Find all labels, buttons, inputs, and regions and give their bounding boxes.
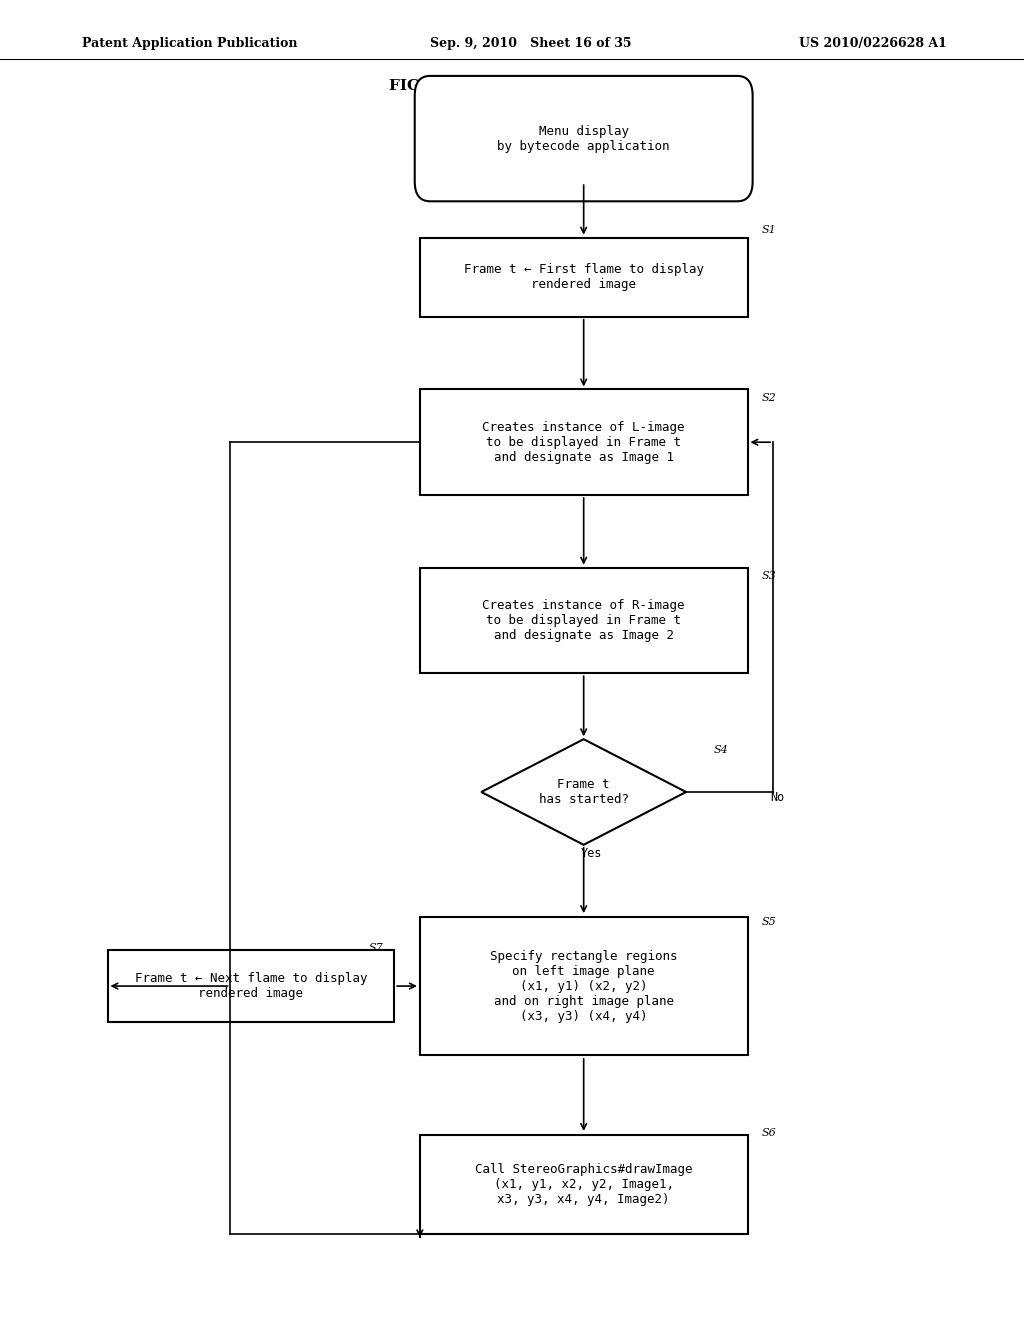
- Text: S3: S3: [762, 570, 776, 581]
- Text: S1: S1: [762, 224, 776, 235]
- Text: No: No: [770, 791, 784, 804]
- Bar: [420, 238, 748, 317]
- Text: Frame t
has started?: Frame t has started?: [539, 777, 629, 807]
- Bar: [420, 916, 748, 1056]
- Text: S5: S5: [762, 916, 776, 927]
- Text: Frame t ← Next flame to display
rendered image: Frame t ← Next flame to display rendered…: [134, 972, 368, 1001]
- Text: Yes: Yes: [582, 847, 602, 861]
- Text: S2: S2: [762, 392, 776, 403]
- Text: Creates instance of R-image
to be displayed in Frame t
and designate as Image 2: Creates instance of R-image to be displa…: [482, 599, 685, 642]
- Text: Specify rectangle regions
on left image plane
(x1, y1) (x2, y2)
and on right ima: Specify rectangle regions on left image …: [489, 949, 678, 1023]
- Text: FIG. 16: FIG. 16: [389, 79, 452, 92]
- Bar: [108, 950, 394, 1022]
- Bar: [420, 568, 748, 673]
- Text: Menu display
by bytecode application: Menu display by bytecode application: [498, 124, 670, 153]
- Text: Call StereoGraphics#drawImage
(x1, y1, x2, y2, Image1,
x3, y3, x4, y4, Image2): Call StereoGraphics#drawImage (x1, y1, x…: [475, 1163, 692, 1205]
- Text: S4: S4: [714, 744, 728, 755]
- Text: US 2010/0226628 A1: US 2010/0226628 A1: [799, 37, 946, 50]
- Text: Patent Application Publication: Patent Application Publication: [82, 37, 297, 50]
- Text: S6: S6: [762, 1127, 776, 1138]
- Text: Sep. 9, 2010   Sheet 16 of 35: Sep. 9, 2010 Sheet 16 of 35: [430, 37, 632, 50]
- FancyBboxPatch shape: [415, 77, 753, 201]
- Text: Creates instance of L-image
to be displayed in Frame t
and designate as Image 1: Creates instance of L-image to be displa…: [482, 421, 685, 463]
- Polygon shape: [481, 739, 686, 845]
- Bar: [420, 389, 748, 495]
- Bar: [420, 1134, 748, 1233]
- Text: Frame t ← First flame to display
rendered image: Frame t ← First flame to display rendere…: [464, 263, 703, 292]
- Text: S7: S7: [369, 942, 383, 953]
